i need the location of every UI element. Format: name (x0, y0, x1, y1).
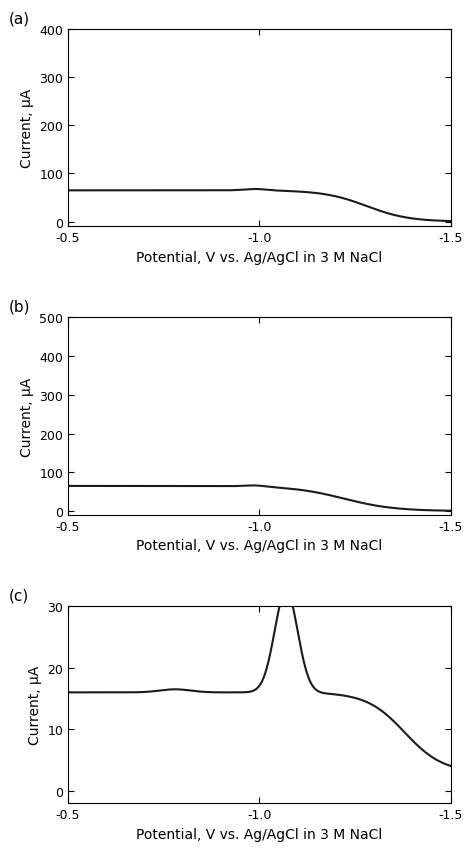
X-axis label: Potential, V vs. Ag/AgCl in 3 M NaCl: Potential, V vs. Ag/AgCl in 3 M NaCl (136, 827, 383, 841)
Y-axis label: Current, μA: Current, μA (19, 377, 34, 457)
Text: (c): (c) (9, 587, 29, 602)
Text: (b): (b) (9, 299, 30, 314)
X-axis label: Potential, V vs. Ag/AgCl in 3 M NaCl: Potential, V vs. Ag/AgCl in 3 M NaCl (136, 538, 383, 553)
Y-axis label: Current, μA: Current, μA (20, 89, 34, 168)
Text: (a): (a) (9, 11, 30, 26)
X-axis label: Potential, V vs. Ag/AgCl in 3 M NaCl: Potential, V vs. Ag/AgCl in 3 M NaCl (136, 250, 383, 265)
Y-axis label: Current, μA: Current, μA (28, 665, 42, 745)
